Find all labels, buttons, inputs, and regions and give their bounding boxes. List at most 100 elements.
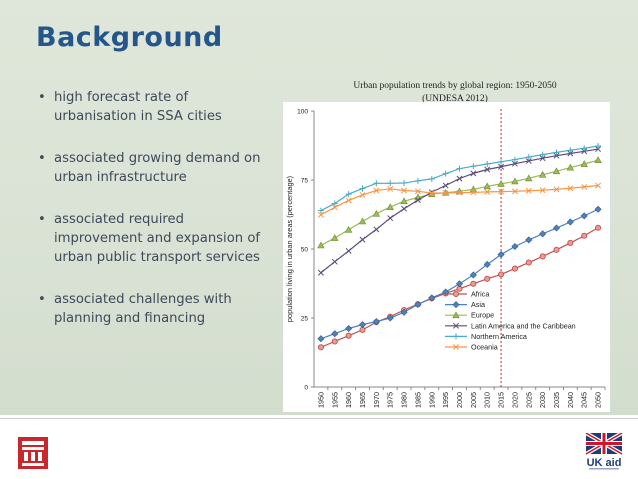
chart-title-block: Urban population trends by global region…	[330, 80, 580, 106]
data-point	[414, 177, 421, 184]
x-tick-label: 1955	[330, 392, 339, 408]
x-tick-label: 2025	[524, 392, 533, 408]
x-tick-label: 1960	[344, 392, 353, 408]
data-point	[470, 280, 477, 287]
data-point	[400, 308, 408, 316]
chart-panel	[283, 102, 610, 412]
data-point	[552, 224, 561, 232]
data-point	[525, 187, 532, 194]
data-point	[539, 187, 546, 194]
data-point	[455, 280, 464, 288]
institution-logo-icon	[18, 437, 48, 469]
data-point	[469, 271, 477, 279]
data-point	[359, 236, 366, 243]
legend-item: Oceania	[445, 343, 498, 352]
data-point	[525, 236, 533, 244]
data-point	[317, 211, 324, 218]
data-point	[428, 189, 435, 196]
data-point	[386, 314, 394, 322]
y-tick-label: 25	[301, 316, 309, 323]
legend-item: Latin America and the Caribbean	[445, 321, 576, 330]
chart-subtitle: (UNDESA 2012)	[422, 94, 488, 104]
bullet-text: associated challenges with planning and …	[54, 292, 232, 326]
data-point	[442, 288, 450, 296]
legend-label: Oceania	[471, 343, 498, 352]
bullet-glyph: •	[38, 90, 46, 105]
data-point	[511, 188, 518, 195]
x-tick-label: 2015	[497, 392, 506, 408]
data-point	[595, 143, 602, 150]
data-point	[511, 156, 518, 163]
urban-population-chart: 0 25 50 75 100 1950 1955 1960 1965 1970 1975 1980 19…	[285, 109, 606, 408]
data-point	[401, 180, 408, 187]
data-point	[498, 158, 505, 165]
ukaid-logo-text: UK aid	[587, 457, 622, 469]
bullet-text: associated growing demand on urban infra…	[54, 151, 261, 185]
legend-marker	[452, 311, 460, 319]
x-tick-label: 2040	[566, 392, 575, 408]
data-point	[470, 170, 477, 177]
data-point	[567, 185, 574, 192]
data-point	[525, 174, 533, 182]
legend-item: Northern America	[445, 332, 527, 341]
legend-item: Asia	[445, 300, 485, 309]
data-point	[581, 145, 588, 152]
data-point	[581, 148, 588, 155]
data-point	[428, 175, 435, 182]
data-point	[331, 200, 338, 207]
data-point	[581, 232, 588, 239]
data-point	[595, 182, 602, 189]
x-tick-label: 2000	[455, 392, 464, 408]
data-point	[428, 294, 436, 302]
data-point	[317, 241, 325, 249]
data-point	[567, 150, 574, 157]
data-point	[552, 167, 561, 175]
data-point	[359, 191, 366, 198]
data-point	[331, 258, 338, 265]
data-point	[331, 330, 339, 338]
data-point	[345, 332, 352, 339]
x-tick-label: 2010	[483, 392, 492, 408]
data-point	[566, 218, 574, 226]
y-tick-label: 0	[304, 385, 308, 392]
bullet-list: • high forecast rate of urbanisation in S…	[36, 88, 268, 351]
data-point	[442, 182, 449, 189]
data-point	[567, 239, 574, 246]
data-point	[387, 185, 394, 192]
data-point	[331, 204, 338, 211]
data-point	[372, 318, 380, 326]
footer-divider	[0, 418, 638, 419]
data-point	[511, 177, 519, 185]
data-point	[484, 166, 491, 173]
data-point	[401, 205, 408, 212]
series-0	[317, 224, 602, 351]
bullet-item: • associated challenges with planning and…	[36, 290, 268, 328]
data-point	[595, 146, 602, 153]
x-tick-label: 2050	[594, 392, 603, 408]
data-point	[483, 182, 491, 190]
legend-label: Asia	[471, 300, 485, 309]
x-tick-label: 1990	[427, 392, 436, 408]
data-point	[511, 242, 519, 251]
series-5	[317, 182, 602, 218]
series-4	[317, 143, 602, 214]
legend-item: Europe	[445, 311, 494, 320]
data-point	[344, 225, 353, 233]
data-point	[456, 189, 463, 196]
data-point	[345, 247, 352, 254]
x-tick-label: 2035	[552, 392, 561, 408]
y-tick-label: 100	[297, 109, 308, 116]
data-point	[317, 269, 324, 276]
data-point	[497, 250, 505, 259]
legend-label: Northern America	[471, 332, 527, 341]
data-point	[498, 188, 505, 195]
data-point	[483, 260, 491, 268]
slide-title: Background	[36, 22, 223, 53]
x-tick-label: 2045	[580, 392, 589, 408]
legend-marker	[452, 290, 460, 298]
data-point	[484, 160, 491, 167]
data-point	[372, 209, 381, 217]
data-point	[470, 163, 477, 170]
data-point	[497, 180, 505, 187]
x-tick-label: 1950	[316, 392, 325, 408]
